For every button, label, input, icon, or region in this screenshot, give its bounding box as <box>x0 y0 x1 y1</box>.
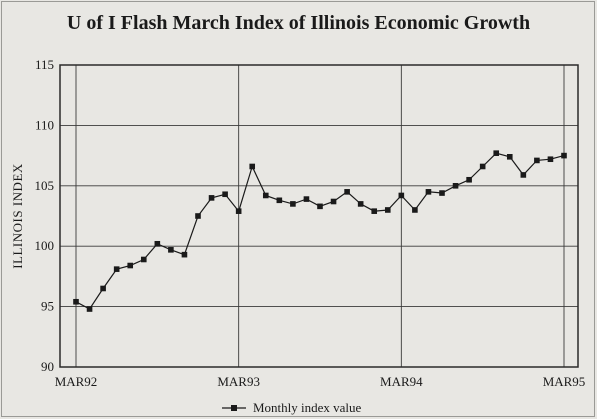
y-tick-label: 105 <box>35 178 55 193</box>
data-point <box>154 240 161 247</box>
data-point <box>208 195 215 201</box>
data-point <box>547 156 554 163</box>
data-point <box>330 198 337 205</box>
data-point <box>344 189 350 195</box>
data-point <box>439 190 445 196</box>
data-point <box>276 197 283 204</box>
legend: Monthly index value <box>222 400 362 415</box>
chart-title: U of I Flash March Index of Illinois Eco… <box>66 12 531 34</box>
series-group <box>73 150 567 312</box>
data-point <box>262 192 269 199</box>
y-tick-label: 95 <box>41 299 54 314</box>
data-point <box>127 262 134 269</box>
data-point <box>357 201 364 207</box>
data-point <box>371 208 378 214</box>
data-point <box>412 207 418 213</box>
data-point <box>506 154 513 160</box>
x-tick-label: MAR92 <box>55 374 98 389</box>
y-axis-label: ILLINOIS INDEX <box>10 163 25 269</box>
data-point <box>235 208 242 214</box>
data-point <box>303 196 310 202</box>
data-point <box>113 266 120 272</box>
data-point <box>452 183 459 189</box>
data-point <box>425 189 432 195</box>
legend-marker <box>231 405 237 411</box>
data-point <box>249 163 256 170</box>
plot-area <box>59 64 579 368</box>
x-tick-label: MAR95 <box>543 374 586 389</box>
data-point <box>73 298 79 305</box>
x-tick-label: MAR93 <box>217 374 260 389</box>
data-point <box>181 251 188 258</box>
data-point <box>140 256 147 263</box>
x-axis-ticks: MAR92 MAR93 MAR94 MAR95 <box>55 374 586 389</box>
data-point <box>317 203 323 210</box>
data-point <box>479 163 486 170</box>
data-point <box>534 157 540 164</box>
y-axis-ticks: 90 95 100 105 110 115 <box>35 57 55 374</box>
data-point <box>222 191 228 198</box>
data-point <box>384 207 391 213</box>
data-point <box>398 192 405 199</box>
y-tick-label: 115 <box>35 57 54 72</box>
data-point <box>195 213 201 219</box>
data-point <box>86 306 93 312</box>
data-point <box>561 152 567 159</box>
data-point <box>100 285 106 292</box>
grid-lines <box>60 65 578 367</box>
x-tick-label: MAR94 <box>380 374 423 389</box>
data-point <box>493 150 500 156</box>
data-point <box>168 247 174 253</box>
y-tick-label: 90 <box>41 359 54 374</box>
data-point <box>290 201 296 207</box>
legend-label: Monthly index value <box>253 400 362 415</box>
y-tick-label: 100 <box>35 238 55 253</box>
data-point <box>466 176 472 183</box>
series-line <box>75 152 565 310</box>
data-point <box>520 172 527 178</box>
y-tick-label: 110 <box>35 117 54 132</box>
